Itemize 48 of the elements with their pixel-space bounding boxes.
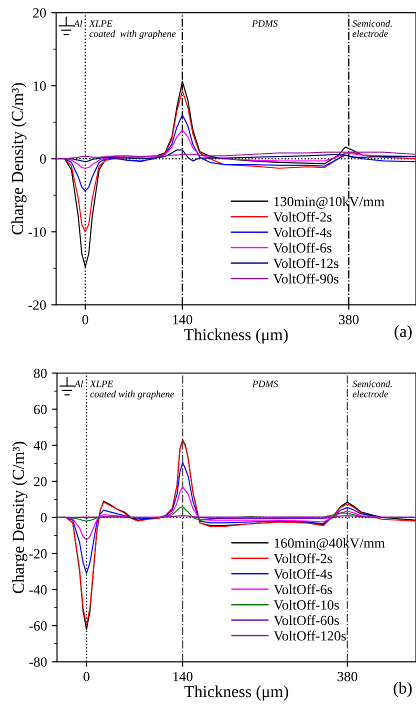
y-tick-label: 10	[34, 81, 46, 91]
annotation: Al	[73, 20, 82, 27]
annotation: PDMS	[252, 20, 278, 27]
x-tick-label: 380	[338, 672, 358, 682]
y-tick-label: 0	[40, 154, 46, 164]
y-tick-label: 80	[34, 368, 47, 378]
y-tick-label: -10	[28, 227, 46, 237]
annotation: Semicond. electrode	[352, 380, 392, 398]
y-axis-title: Charge Density (C/m³)	[12, 442, 28, 594]
legend-label: VoltOff-60s	[274, 615, 339, 626]
x-axis-title: Thickness (μm)	[184, 328, 288, 344]
x-tick-label: 0	[84, 672, 90, 682]
legend-label: VoltOff-12s	[273, 258, 338, 268]
line-series	[56, 152, 416, 160]
annotation: XLPE coated with graphene	[88, 20, 176, 39]
x-tick-label: 140	[173, 672, 192, 682]
x-tick-label: 380	[338, 314, 359, 324]
y-tick-label: -40	[29, 585, 47, 595]
legend-label: VoltOff-10s	[274, 600, 339, 610]
legend-label: 160min@40kV/mm	[274, 538, 385, 550]
legend-label: VoltOff-4s	[274, 568, 332, 579]
legend-label: VoltOff-90s	[273, 274, 338, 284]
y-tick-label: 0	[40, 513, 47, 522]
y-tick-label: 60	[34, 404, 47, 414]
legend-label: VoltOff-4s	[273, 227, 332, 238]
legend-label: VoltOff-120s	[274, 630, 346, 641]
text: (a)	[394, 325, 412, 340]
y-tick-label: -20	[28, 300, 46, 310]
y-tick-label: 20	[33, 8, 46, 18]
legend-label: VoltOff-6s	[273, 242, 332, 253]
legend-label: VoltOff-6s	[274, 584, 332, 594]
y-tick-label: -20	[29, 549, 47, 558]
x-tick-label: 0	[82, 314, 88, 324]
text: (b)	[394, 682, 412, 698]
y-tick-label: 40	[34, 440, 47, 450]
y-axis-title: Charge Density (C/m³)	[11, 83, 27, 234]
x-axis-title: Thickness (μm)	[184, 685, 288, 701]
y-tick-label: 20	[34, 476, 47, 486]
annotation: Al	[74, 380, 83, 388]
legend-label: VoltOff-2s	[273, 212, 332, 222]
legend-label: 130min@10kV/mm	[274, 196, 384, 209]
y-tick-label: -60	[29, 621, 47, 631]
annotation: PDMS	[252, 380, 278, 388]
x-tick-label: 140	[173, 314, 192, 324]
legend-label: VoltOff-2s	[274, 553, 332, 564]
y-tick-label: -80	[29, 657, 47, 667]
annotation: Semicond. electrode	[352, 20, 392, 37]
annotation: XLPE coated with graphene	[90, 380, 174, 400]
